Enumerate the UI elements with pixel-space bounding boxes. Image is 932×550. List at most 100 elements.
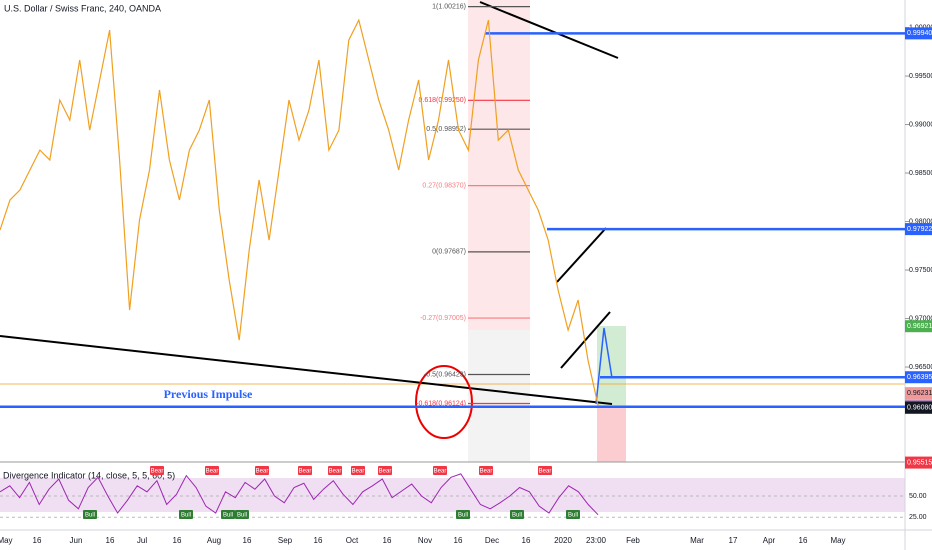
bear-tag [479,466,493,475]
channel-line [556,227,607,283]
fib-label: 0.27(0.98370) [422,182,466,189]
price-tag-label: 0.97922 [907,226,932,233]
price-tag [905,401,932,414]
bear-tag [538,466,552,475]
indicator-line [0,473,599,516]
fib-label: 1(1.00216) [432,3,466,10]
bull-label: Bull [181,513,191,519]
fib-label: -0.27(0.97005) [420,315,466,322]
price-tag [905,223,932,236]
position-target [597,326,626,407]
indicator-tick-label: 25.00 [909,514,927,521]
bull-label: Bull [223,513,233,519]
bear-tag [205,466,219,475]
price-tag-label: 0.96231 [907,390,932,397]
chart-title: U.S. Dollar / Swiss Franc, 240, OANDA [4,3,161,13]
x-tick-label: 16 [799,536,808,545]
x-tick-label: Aug [207,536,221,545]
bull-label: Bull [568,513,578,519]
bull-tag [83,510,97,519]
y-tick-label: 0.97500 [909,267,932,274]
x-tick-label: Sep [278,536,293,545]
indicator-tick-label: 50.00 [909,493,927,500]
x-tick-label: May [830,536,845,545]
bear-tag [351,466,365,475]
x-tick-label: Nov [418,536,432,545]
price-tag [905,387,932,400]
bull-tag [456,510,470,519]
price-tag [905,456,932,469]
x-tick-label: Oct [346,536,359,545]
y-tick-label: 0.96500 [909,364,932,371]
x-tick-label: 16 [522,536,531,545]
fib-zone-upper [468,0,530,330]
bear-label: Bear [299,469,312,475]
bear-tag [328,466,342,475]
x-tick-label: Mar [690,536,704,545]
y-tick-label: 0.98500 [909,170,932,177]
price-tag [905,371,932,384]
x-tick-label: 16 [314,536,323,545]
annotation: Previous Impulse [164,387,253,401]
price-tag-label: 0.96080 [907,405,932,412]
x-tick-label: Feb [626,536,640,545]
price-tag-label: 0.95515 [907,459,932,466]
trend-line [479,1,619,59]
projection [595,327,613,405]
x-tick-label: 2020 [554,536,572,545]
bear-tag [378,466,392,475]
x-tick-label: 16 [383,536,392,545]
bear-label: Bear [480,469,493,475]
x-tick-label: Apr [763,536,776,545]
price-tag-label: 0.96921 [907,323,932,330]
x-tick-label: 16 [106,536,115,545]
bear-tag [433,466,447,475]
bull-label: Bull [458,513,468,519]
x-tick-label: Dec [485,536,499,545]
indicator-band [0,478,905,512]
y-tick-label: 0.98000 [909,218,932,225]
y-tick-label: 0.99000 [909,121,932,128]
bull-label: Bull [85,513,95,519]
price-tag-label: 0.96395 [907,374,932,381]
channel-line [560,311,611,369]
bull-label: Bull [512,513,522,519]
price-tag [905,320,932,333]
bear-label: Bear [329,469,342,475]
price-tag [905,27,932,40]
x-tick-label: 23:00 [586,536,607,545]
fib-zone-lower [468,330,530,462]
bull-tag [235,510,249,519]
bear-tag [298,466,312,475]
x-tick-label: 17 [729,536,738,545]
bear-label: Bear [206,469,219,475]
indicator-title: Divergence Indicator (14, close, 5, 5, 6… [3,470,175,480]
y-tick-label: 0.97000 [909,315,932,322]
x-tick-label: Jun [70,536,83,545]
fib-label: -0.5(0.96423) [424,371,466,378]
bull-label: Bull [237,513,247,519]
price-line [0,18,599,406]
fib-label: 0(0.97687) [432,249,466,256]
x-tick-label: 16 [33,536,42,545]
x-tick-label: Jul [137,536,147,545]
x-tick-label: May [0,536,13,545]
bull-tag [221,510,235,519]
bull-tag [566,510,580,519]
bear-label: Bear [539,469,552,475]
bear-label: Bear [352,469,365,475]
bear-label: Bear [151,469,164,475]
y-tick-label: 0.99500 [909,73,932,80]
highlight-circle [415,365,473,439]
bear-label: Bear [256,469,269,475]
bull-tag [510,510,524,519]
bear-label: Bear [434,469,447,475]
bear-tag [150,466,164,475]
fib-label: -0.618(0.96124) [416,400,466,407]
bear-tag [255,466,269,475]
trend-line [0,335,613,405]
price-tag-label: 0.99940 [907,30,932,37]
bear-label: Bear [379,469,392,475]
